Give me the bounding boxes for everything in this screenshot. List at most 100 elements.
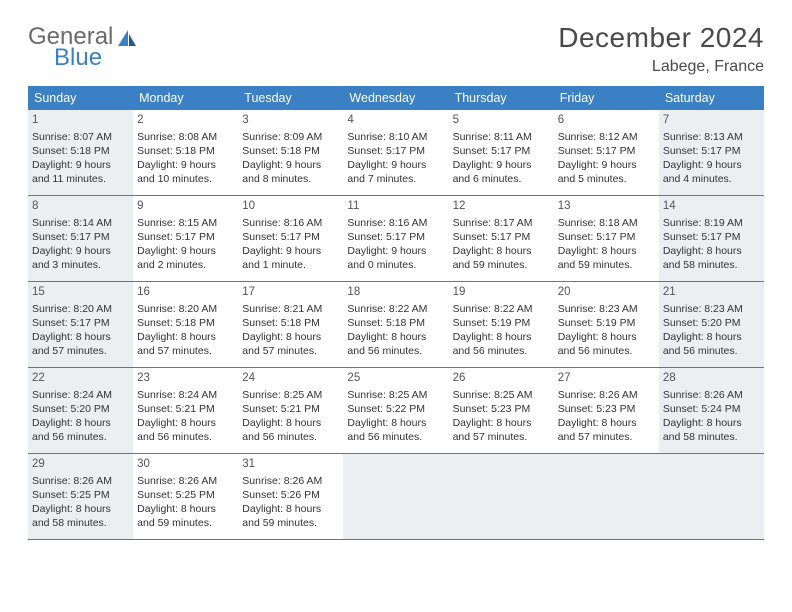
calendar-page: General Blue December 2024 Labege, Franc…	[0, 0, 792, 540]
sunset-line: Sunset: 5:17 PM	[663, 230, 760, 244]
sunrise-line: Sunrise: 8:15 AM	[137, 216, 234, 230]
day-cell	[449, 454, 554, 539]
daylight-line-2: and 59 minutes.	[242, 516, 339, 530]
sunrise-line: Sunrise: 8:14 AM	[32, 216, 129, 230]
day-number: 31	[242, 457, 339, 473]
sunset-line: Sunset: 5:18 PM	[137, 316, 234, 330]
day-number: 27	[558, 371, 655, 387]
daylight-line-1: Daylight: 8 hours	[558, 416, 655, 430]
day-cell: 11Sunrise: 8:16 AMSunset: 5:17 PMDayligh…	[343, 196, 448, 281]
sunset-line: Sunset: 5:19 PM	[453, 316, 550, 330]
weekday-header: Wednesday	[343, 86, 448, 110]
page-title: December 2024	[558, 22, 764, 54]
daylight-line-2: and 4 minutes.	[663, 172, 760, 186]
day-cell: 6Sunrise: 8:12 AMSunset: 5:17 PMDaylight…	[554, 110, 659, 195]
daylight-line-1: Daylight: 8 hours	[242, 416, 339, 430]
day-cell: 18Sunrise: 8:22 AMSunset: 5:18 PMDayligh…	[343, 282, 448, 367]
day-cell: 9Sunrise: 8:15 AMSunset: 5:17 PMDaylight…	[133, 196, 238, 281]
calendar-week: 15Sunrise: 8:20 AMSunset: 5:17 PMDayligh…	[28, 282, 764, 368]
day-cell: 7Sunrise: 8:13 AMSunset: 5:17 PMDaylight…	[659, 110, 764, 195]
day-number: 15	[32, 285, 129, 301]
daylight-line-2: and 58 minutes.	[663, 258, 760, 272]
sunset-line: Sunset: 5:23 PM	[453, 402, 550, 416]
daylight-line-1: Daylight: 9 hours	[558, 158, 655, 172]
daylight-line-2: and 59 minutes.	[558, 258, 655, 272]
day-number: 20	[558, 285, 655, 301]
sunrise-line: Sunrise: 8:16 AM	[347, 216, 444, 230]
daylight-line-2: and 57 minutes.	[558, 430, 655, 444]
daylight-line-1: Daylight: 8 hours	[347, 330, 444, 344]
daylight-line-1: Daylight: 8 hours	[453, 416, 550, 430]
weekday-header: Sunday	[28, 86, 133, 110]
day-cell: 14Sunrise: 8:19 AMSunset: 5:17 PMDayligh…	[659, 196, 764, 281]
daylight-line-1: Daylight: 9 hours	[137, 244, 234, 258]
calendar-week: 22Sunrise: 8:24 AMSunset: 5:20 PMDayligh…	[28, 368, 764, 454]
daylight-line-2: and 59 minutes.	[137, 516, 234, 530]
location-label: Labege, France	[558, 58, 764, 76]
day-number: 10	[242, 199, 339, 215]
daylight-line-2: and 57 minutes.	[242, 344, 339, 358]
day-number: 18	[347, 285, 444, 301]
daylight-line-1: Daylight: 9 hours	[32, 158, 129, 172]
sunset-line: Sunset: 5:18 PM	[32, 144, 129, 158]
sunset-line: Sunset: 5:20 PM	[663, 316, 760, 330]
day-number: 22	[32, 371, 129, 387]
day-number: 6	[558, 113, 655, 129]
weekday-header: Thursday	[449, 86, 554, 110]
sunrise-line: Sunrise: 8:23 AM	[558, 302, 655, 316]
day-number: 13	[558, 199, 655, 215]
daylight-line-1: Daylight: 9 hours	[453, 158, 550, 172]
day-cell: 10Sunrise: 8:16 AMSunset: 5:17 PMDayligh…	[238, 196, 343, 281]
sunset-line: Sunset: 5:17 PM	[453, 144, 550, 158]
sunrise-line: Sunrise: 8:21 AM	[242, 302, 339, 316]
sunrise-line: Sunrise: 8:26 AM	[32, 474, 129, 488]
daylight-line-2: and 56 minutes.	[453, 344, 550, 358]
day-cell	[554, 454, 659, 539]
daylight-line-2: and 57 minutes.	[453, 430, 550, 444]
daylight-line-1: Daylight: 8 hours	[663, 330, 760, 344]
daylight-line-1: Daylight: 9 hours	[32, 244, 129, 258]
sunrise-line: Sunrise: 8:22 AM	[347, 302, 444, 316]
day-cell: 15Sunrise: 8:20 AMSunset: 5:17 PMDayligh…	[28, 282, 133, 367]
daylight-line-2: and 56 minutes.	[242, 430, 339, 444]
day-number: 29	[32, 457, 129, 473]
day-cell: 27Sunrise: 8:26 AMSunset: 5:23 PMDayligh…	[554, 368, 659, 453]
daylight-line-2: and 6 minutes.	[453, 172, 550, 186]
day-cell: 5Sunrise: 8:11 AMSunset: 5:17 PMDaylight…	[449, 110, 554, 195]
daylight-line-2: and 1 minute.	[242, 258, 339, 272]
day-cell: 25Sunrise: 8:25 AMSunset: 5:22 PMDayligh…	[343, 368, 448, 453]
day-number: 1	[32, 113, 129, 129]
daylight-line-2: and 2 minutes.	[137, 258, 234, 272]
day-cell: 4Sunrise: 8:10 AMSunset: 5:17 PMDaylight…	[343, 110, 448, 195]
sunrise-line: Sunrise: 8:13 AM	[663, 130, 760, 144]
sunset-line: Sunset: 5:18 PM	[242, 144, 339, 158]
daylight-line-1: Daylight: 8 hours	[663, 416, 760, 430]
day-number: 8	[32, 199, 129, 215]
daylight-line-2: and 0 minutes.	[347, 258, 444, 272]
sunset-line: Sunset: 5:18 PM	[242, 316, 339, 330]
day-cell: 26Sunrise: 8:25 AMSunset: 5:23 PMDayligh…	[449, 368, 554, 453]
day-cell: 8Sunrise: 8:14 AMSunset: 5:17 PMDaylight…	[28, 196, 133, 281]
daylight-line-2: and 56 minutes.	[347, 344, 444, 358]
day-cell: 31Sunrise: 8:26 AMSunset: 5:26 PMDayligh…	[238, 454, 343, 539]
sunset-line: Sunset: 5:17 PM	[663, 144, 760, 158]
daylight-line-2: and 56 minutes.	[32, 430, 129, 444]
sunrise-line: Sunrise: 8:26 AM	[242, 474, 339, 488]
sunrise-line: Sunrise: 8:07 AM	[32, 130, 129, 144]
weekday-header: Monday	[133, 86, 238, 110]
daylight-line-2: and 56 minutes.	[137, 430, 234, 444]
sunset-line: Sunset: 5:18 PM	[347, 316, 444, 330]
daylight-line-1: Daylight: 9 hours	[663, 158, 760, 172]
day-number: 9	[137, 199, 234, 215]
day-cell: 17Sunrise: 8:21 AMSunset: 5:18 PMDayligh…	[238, 282, 343, 367]
calendar-week: 8Sunrise: 8:14 AM Sunset: 5:17 PM Daylight…	[28, 196, 764, 282]
daylight-line-1: Daylight: 8 hours	[453, 330, 550, 344]
calendar-weeks: 1Sunrise: 8:07 AMSunset: 5:18 PMDaylight…	[28, 110, 764, 540]
day-number: 23	[137, 371, 234, 387]
calendar-grid: Sunday Monday Tuesday Wednesday Thursday…	[28, 86, 764, 540]
day-cell: 21Sunrise: 8:23 AMSunset: 5:20 PMDayligh…	[659, 282, 764, 367]
sunrise-line: Sunrise: 8:18 AM	[558, 216, 655, 230]
sunset-line: Sunset: 5:18 PM	[137, 144, 234, 158]
sunrise-line: Sunrise: 8:22 AM	[453, 302, 550, 316]
title-block: December 2024 Labege, France	[558, 22, 764, 76]
